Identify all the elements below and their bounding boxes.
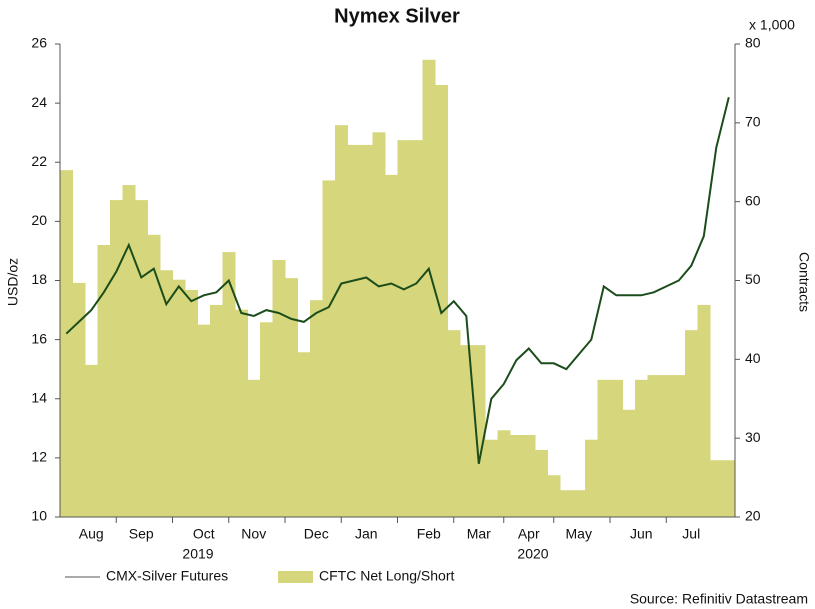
y2-axis-label: Contracts — [796, 252, 812, 312]
x-tick-label: Jun — [630, 526, 653, 542]
area-step — [285, 278, 298, 517]
area-step — [210, 304, 223, 517]
area-step — [647, 375, 661, 517]
legend-label: CFTC Net Long/Short — [319, 568, 454, 584]
y-tick-label: 20 — [31, 212, 47, 228]
x-tick-label: Apr — [518, 526, 540, 542]
area-step — [322, 180, 336, 518]
area-step — [272, 260, 286, 517]
area-step — [297, 352, 311, 517]
y2-tick-label: 80 — [745, 35, 761, 51]
area-step — [385, 174, 398, 517]
area-step — [97, 245, 111, 517]
area-step — [85, 364, 98, 517]
area-step — [147, 234, 161, 517]
area-step — [610, 379, 623, 517]
x-tick-label: Mar — [467, 526, 491, 542]
area-step — [635, 379, 648, 517]
area-step — [485, 439, 498, 517]
x-tick-label: Aug — [79, 526, 104, 542]
y-tick-label: 10 — [31, 508, 47, 524]
x-tick-label: Jul — [682, 526, 700, 542]
y-tick-label: 16 — [31, 330, 47, 346]
legend-area-swatch — [278, 571, 313, 583]
area-step — [460, 345, 473, 517]
area-step — [347, 144, 361, 517]
area-step — [60, 170, 73, 517]
y-tick-label: 26 — [31, 35, 47, 51]
area-step — [260, 322, 273, 517]
y2-unit: x 1,000 — [749, 17, 795, 33]
y-tick-label: 18 — [31, 271, 47, 287]
area-step — [472, 345, 486, 517]
area-step — [697, 304, 711, 517]
area-step — [660, 375, 673, 517]
area-step — [572, 490, 586, 517]
area-step — [585, 439, 598, 517]
y2-tick-label: 60 — [745, 192, 761, 208]
y2-tick-label: 50 — [745, 271, 761, 287]
area-step — [72, 282, 86, 517]
x-tick-label: Dec — [304, 526, 329, 542]
x-tick-label: Oct — [193, 526, 215, 542]
area-step — [135, 200, 148, 517]
area-step — [172, 279, 186, 517]
area-step — [447, 330, 461, 517]
plot — [60, 59, 736, 518]
x-tick-label: May — [566, 526, 592, 542]
area-step — [247, 379, 261, 517]
legend-label: CMX-Silver Futures — [106, 568, 228, 584]
area-step — [510, 435, 523, 517]
area-step — [185, 289, 198, 517]
area-step — [422, 59, 436, 518]
y2-tick-label: 70 — [745, 114, 761, 130]
year-label: 2020 — [517, 546, 548, 562]
area-step — [597, 379, 611, 517]
area-step — [410, 140, 423, 517]
area-step — [110, 200, 123, 517]
area-step — [197, 324, 211, 517]
y2-tick-label: 20 — [745, 508, 761, 524]
area-step — [235, 309, 248, 517]
area-step — [397, 140, 411, 517]
y-tick-label: 22 — [31, 153, 47, 169]
y-tick-label: 12 — [31, 449, 47, 465]
y2-tick-label: 40 — [745, 350, 761, 366]
area-step — [535, 449, 548, 517]
area-step — [122, 185, 136, 517]
x-tick-label: Jan — [355, 526, 378, 542]
area-step — [622, 409, 636, 517]
source-note: Source: Refinitiv Datastream — [630, 591, 808, 607]
area-step — [560, 490, 573, 517]
area-step — [160, 270, 173, 517]
area-step — [310, 300, 323, 517]
year-label: 2019 — [182, 546, 213, 562]
area-step — [685, 330, 698, 517]
y-tick-label: 24 — [31, 94, 47, 110]
area-step — [722, 460, 736, 517]
area-step — [372, 132, 386, 517]
area-step — [497, 430, 511, 517]
y-tick-label: 14 — [31, 389, 47, 405]
area-step — [710, 460, 723, 517]
y2-tick-label: 30 — [745, 429, 761, 445]
area-step — [672, 375, 686, 517]
area-step — [547, 475, 561, 517]
area-step — [360, 144, 373, 517]
y-axis-label: USD/oz — [5, 258, 21, 306]
x-tick-label: Nov — [241, 526, 266, 542]
area-step — [335, 125, 348, 517]
x-tick-label: Sep — [129, 526, 154, 542]
chart-title: Nymex Silver — [334, 5, 460, 27]
price-line — [65, 96, 730, 464]
area-step — [222, 252, 236, 517]
area-step — [435, 84, 448, 517]
x-tick-label: Feb — [417, 526, 441, 542]
area-step — [522, 435, 536, 517]
